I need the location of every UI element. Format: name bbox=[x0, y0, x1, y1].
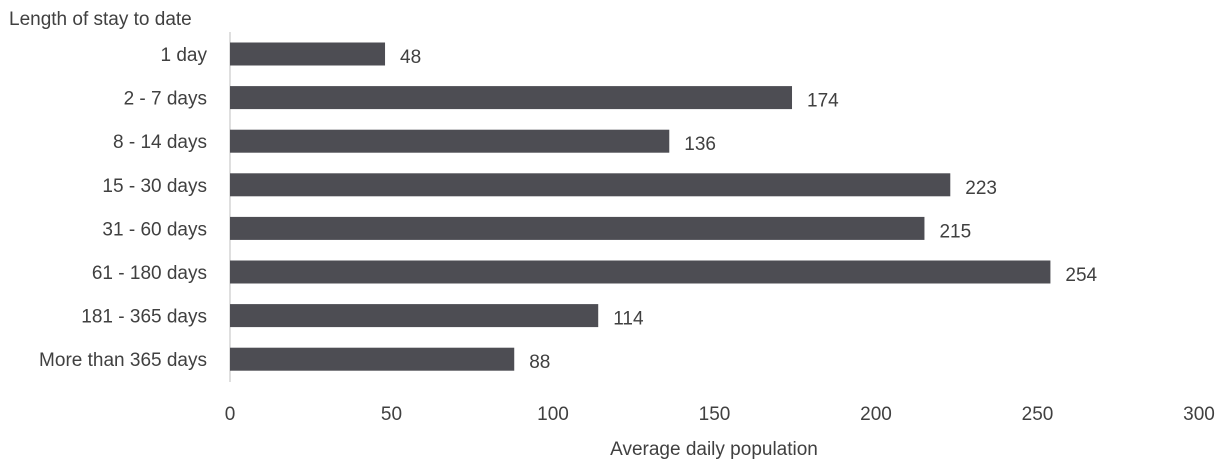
y-axis-title: Length of stay to date bbox=[9, 9, 192, 30]
category-label: More than 365 days bbox=[39, 350, 207, 371]
bar bbox=[230, 173, 951, 197]
x-tick-label: 0 bbox=[225, 404, 236, 425]
data-labels-group: 48 174 136 223 215 254 114 88 bbox=[400, 47, 1098, 373]
x-tick-label: 300 bbox=[1183, 404, 1215, 425]
bars-group bbox=[230, 42, 1051, 371]
category-label: 8 - 14 days bbox=[113, 132, 207, 153]
data-label: 215 bbox=[939, 221, 971, 242]
x-tick-label: 200 bbox=[860, 404, 892, 425]
x-tick-label: 50 bbox=[381, 404, 402, 425]
bar bbox=[230, 304, 599, 328]
data-label: 223 bbox=[965, 178, 997, 199]
category-label: 61 - 180 days bbox=[92, 263, 207, 284]
x-tick-label: 100 bbox=[537, 404, 569, 425]
data-label: 88 bbox=[529, 352, 550, 373]
data-label: 136 bbox=[684, 134, 716, 155]
category-labels-group: 1 day 2 - 7 days 8 - 14 days 15 - 30 days 31… bbox=[39, 45, 207, 371]
data-label: 114 bbox=[613, 309, 644, 330]
x-tick-label: 150 bbox=[699, 404, 731, 425]
bar bbox=[230, 129, 670, 153]
x-axis-title: Average daily population bbox=[610, 439, 818, 460]
category-label: 181 - 365 days bbox=[81, 307, 207, 328]
x-tick-labels-group: 0 50 100 150 200 250 300 bbox=[225, 404, 1215, 425]
data-label: 48 bbox=[400, 47, 421, 68]
category-label: 31 - 60 days bbox=[102, 219, 207, 240]
category-label: 15 - 30 days bbox=[102, 176, 207, 197]
bar bbox=[230, 216, 925, 240]
bar bbox=[230, 347, 515, 371]
bar bbox=[230, 260, 1051, 284]
data-label: 254 bbox=[1065, 265, 1097, 286]
category-label: 1 day bbox=[161, 45, 208, 66]
bar bbox=[230, 86, 793, 110]
data-label: 174 bbox=[807, 91, 839, 112]
x-tick-label: 250 bbox=[1022, 404, 1054, 425]
bar bbox=[230, 42, 386, 66]
category-label: 2 - 7 days bbox=[124, 89, 207, 110]
